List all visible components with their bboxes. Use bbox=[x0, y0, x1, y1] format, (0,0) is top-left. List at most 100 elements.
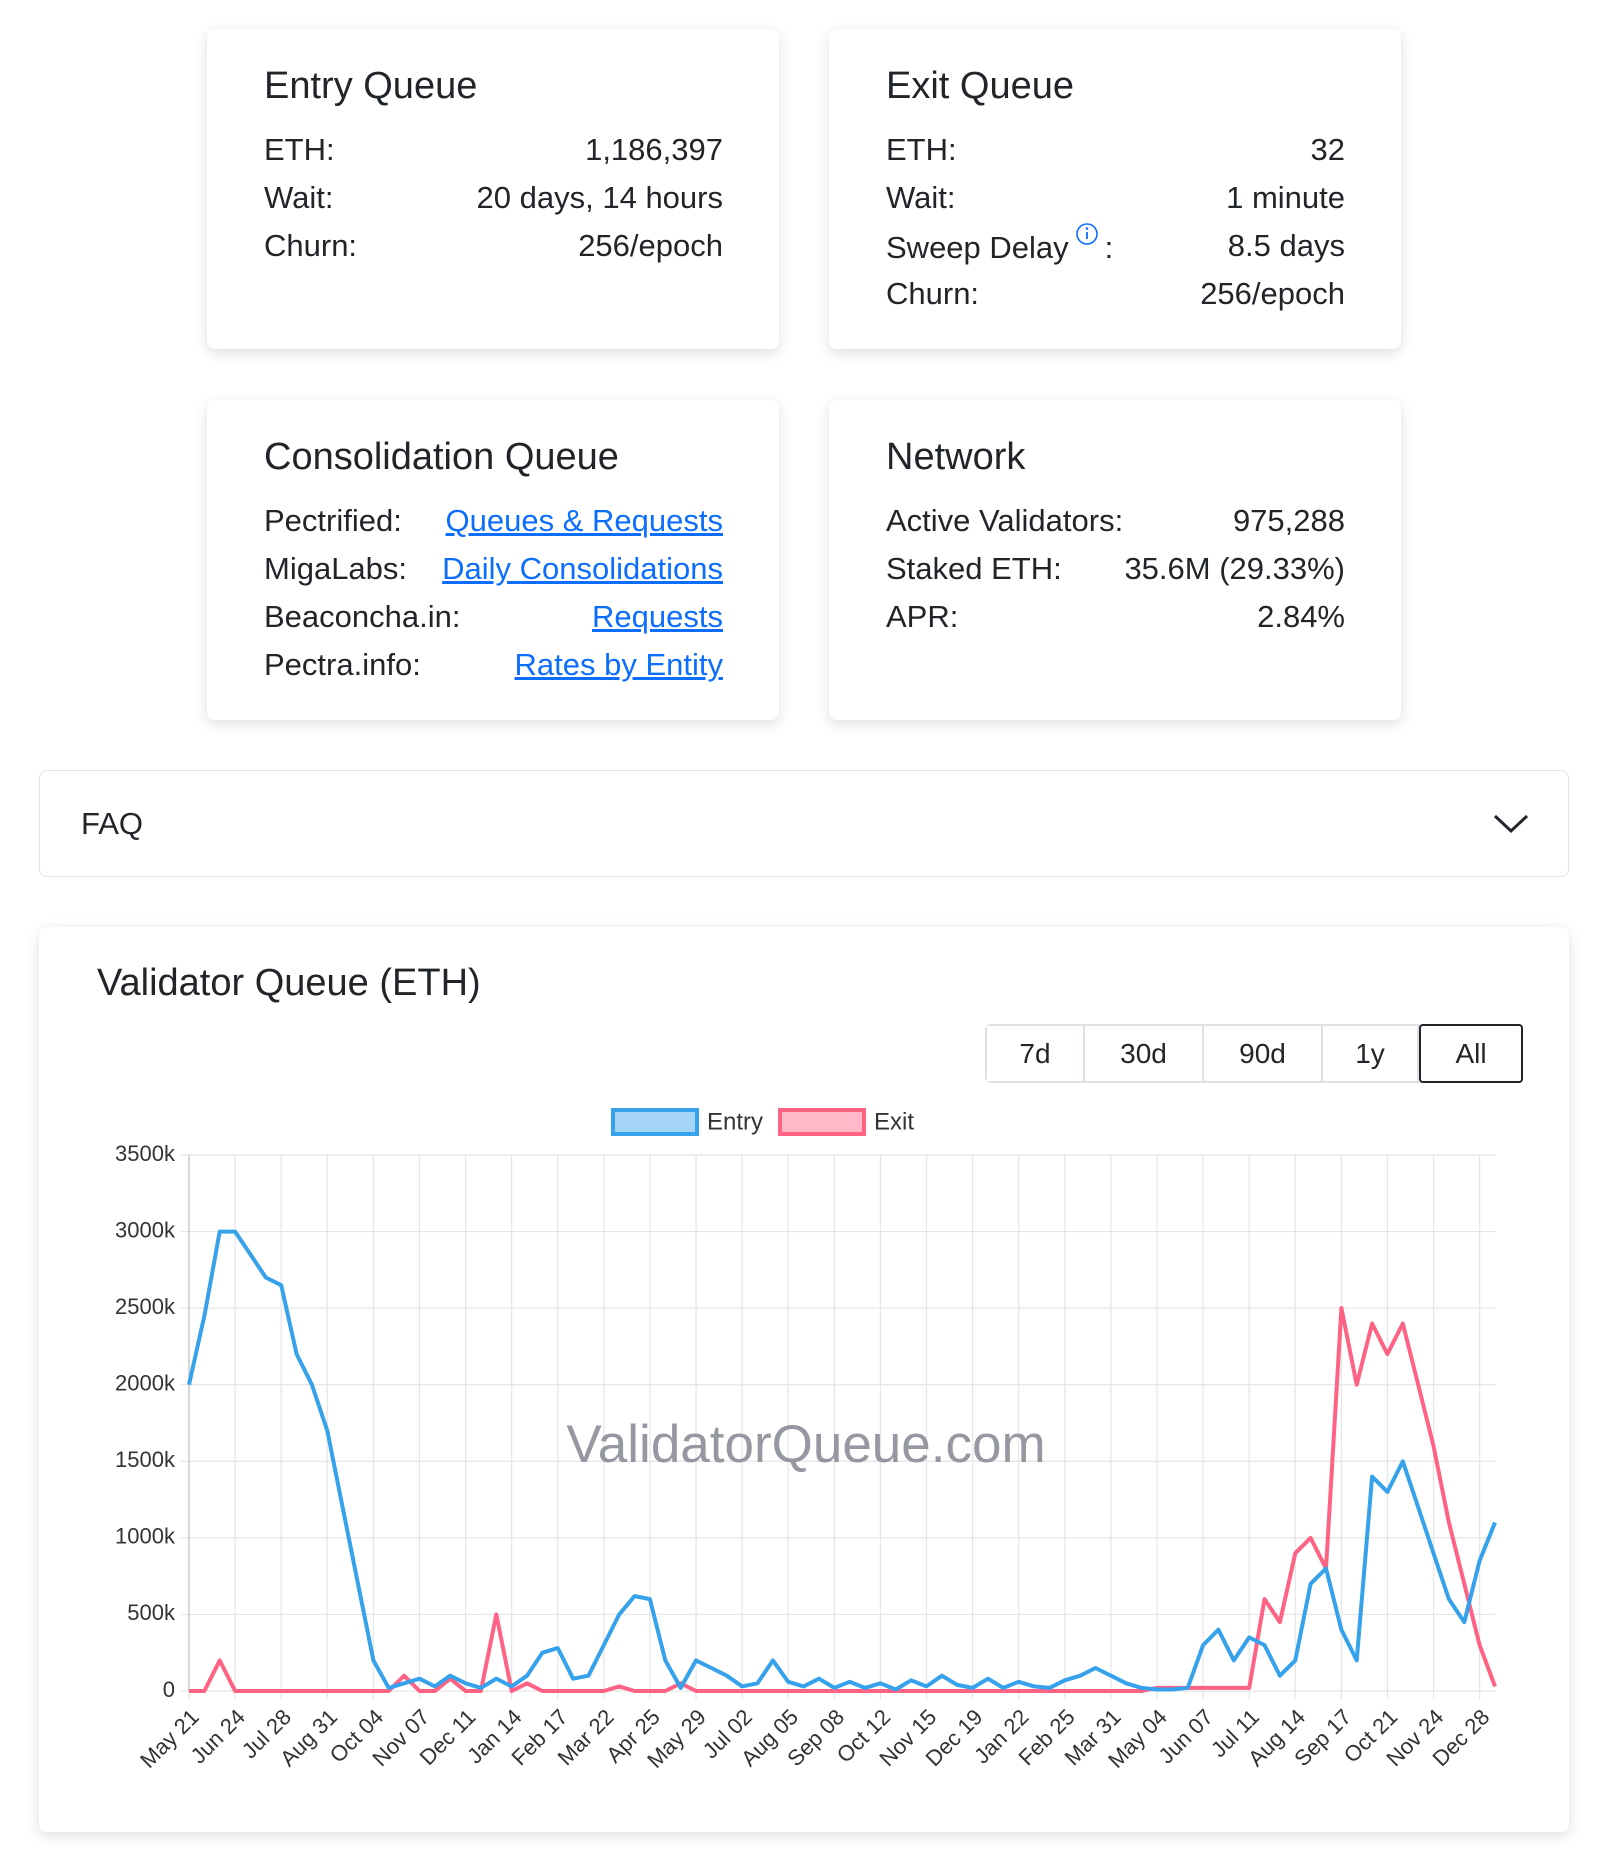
row-value: 35.6M (29.33%) bbox=[1124, 551, 1345, 586]
row-label-group: MigaLabs: bbox=[264, 545, 407, 593]
chevron-icon bbox=[1493, 814, 1529, 834]
row-label-group: Pectrified: bbox=[264, 497, 402, 545]
row-value: 20 days, 14 hours bbox=[476, 180, 723, 215]
y-tick-label: 2000k bbox=[115, 1371, 176, 1396]
range-button[interactable]: 7d bbox=[987, 1026, 1085, 1081]
legend-label: Exit bbox=[874, 1108, 914, 1135]
info-row: Churn: 256/epoch bbox=[264, 222, 723, 270]
row-value: Rates by Entity bbox=[515, 641, 723, 689]
range-button[interactable]: 1y bbox=[1323, 1026, 1419, 1081]
info-row: Beaconcha.in: Requests bbox=[264, 593, 723, 641]
faq-accordion[interactable]: FAQ bbox=[39, 770, 1569, 877]
row-label-group: Staked ETH: bbox=[886, 545, 1062, 593]
row-label-suffix: : bbox=[1104, 230, 1114, 265]
info-row: Staked ETH: 35.6M (29.33%) bbox=[886, 545, 1345, 593]
info-row: ETH: 1,186,397 bbox=[264, 126, 723, 174]
row-label: Active Validators: bbox=[886, 503, 1124, 538]
y-tick-label: 1000k bbox=[115, 1524, 176, 1549]
row-value: 256/epoch bbox=[1200, 276, 1345, 311]
y-tick-label: 1500k bbox=[115, 1447, 176, 1472]
row-label: Churn: bbox=[264, 228, 358, 263]
legend-swatch bbox=[778, 1108, 866, 1136]
y-tick-label: 3000k bbox=[115, 1217, 176, 1242]
row-value: 975,288 bbox=[1232, 503, 1345, 538]
info-row: Pectrified: Queues & Requests bbox=[264, 497, 723, 545]
watermark: ValidatorQueue.com bbox=[566, 1415, 1045, 1474]
legend-swatch bbox=[611, 1108, 699, 1136]
info-row: Sweep Delay: 8.5 days bbox=[886, 222, 1345, 270]
range-button[interactable]: 90d bbox=[1204, 1026, 1323, 1081]
info-row: Wait: 20 days, 14 hours bbox=[264, 174, 723, 222]
row-link[interactable]: Daily Consolidations bbox=[442, 551, 723, 586]
info-row: Pectra.info: Rates by Entity bbox=[264, 641, 723, 689]
row-label: Wait: bbox=[886, 180, 956, 215]
row-value: 32 bbox=[1310, 132, 1345, 167]
row-value: Daily Consolidations bbox=[442, 545, 723, 593]
row-link[interactable]: Rates by Entity bbox=[514, 647, 723, 682]
chart: Validator Queue (ETH) 0 500k 1000k 1500k 200… bbox=[97, 962, 1497, 1773]
row-label-group: APR: bbox=[886, 593, 958, 641]
row-value: Queues & Requests bbox=[446, 497, 723, 545]
info-row: Active Validators: 975,288 bbox=[886, 497, 1345, 545]
row-value: 2.84% bbox=[1257, 599, 1345, 634]
info-row: APR: 2.84% bbox=[886, 593, 1345, 641]
row-link[interactable]: Queues & Requests bbox=[445, 503, 723, 538]
row-label-group: ETH: bbox=[264, 126, 335, 174]
card-title: Consolidation Queue bbox=[264, 436, 619, 478]
series-line bbox=[189, 1306, 1497, 1693]
row-label: Wait: bbox=[264, 180, 334, 215]
row-label: Beaconcha.in: bbox=[264, 599, 461, 634]
row-link[interactable]: Requests bbox=[592, 599, 723, 634]
row-label: APR: bbox=[886, 599, 959, 634]
card-title: Entry Queue bbox=[264, 65, 478, 107]
card-title: Network bbox=[886, 436, 1026, 478]
row-value: 256/epoch bbox=[578, 228, 723, 263]
row-label-group: ETH: bbox=[886, 126, 957, 174]
row-label-group: Wait: bbox=[264, 174, 333, 222]
row-value: Requests bbox=[592, 593, 723, 641]
row-label: Sweep Delay bbox=[886, 230, 1069, 265]
card-title: Exit Queue bbox=[886, 65, 1074, 107]
card: Entry Queue ETH: 1,186,397 Wait: 20 days, 14… bbox=[207, 29, 779, 349]
card: Exit Queue ETH: 32 Wait: 1 minute Sweep Delay… bbox=[829, 29, 1401, 349]
row-value: 1,186,397 bbox=[585, 132, 723, 167]
card: Consolidation Queue Pectrified: Queues & R… bbox=[207, 400, 779, 720]
row-label: Churn: bbox=[886, 276, 980, 311]
row-label: Pectrified: bbox=[264, 503, 402, 538]
y-tick-label: 0 bbox=[163, 1677, 175, 1702]
range-button[interactable]: 30d bbox=[1085, 1026, 1204, 1081]
card: Network Active Validators: 975,288 Staked E… bbox=[829, 400, 1401, 720]
row-label: ETH: bbox=[264, 132, 335, 167]
y-tick-label: 3500k bbox=[115, 1141, 176, 1166]
info-row: MigaLabs: Daily Consolidations bbox=[264, 545, 723, 593]
y-tick-label: 2500k bbox=[115, 1294, 176, 1319]
info-row: ETH: 32 bbox=[886, 126, 1345, 174]
info-row: Wait: 1 minute bbox=[886, 174, 1345, 222]
x-tick-label: May 21 bbox=[135, 1704, 204, 1773]
range-selector: 7d 30d 90d 1y All bbox=[985, 1024, 1523, 1083]
faq-title: FAQ bbox=[81, 806, 144, 841]
row-label-group: Pectra.info: bbox=[264, 641, 421, 689]
row-label: ETH: bbox=[886, 132, 957, 167]
row-label: MigaLabs: bbox=[264, 551, 408, 586]
row-label-group: Wait: bbox=[886, 174, 955, 222]
row-label-group: Churn: bbox=[264, 222, 357, 270]
chart-card: 7d 30d 90d 1y All Validator Queue (ETH) 0 500… bbox=[39, 927, 1569, 1832]
y-tick-label: 500k bbox=[127, 1600, 176, 1625]
row-label: Staked ETH: bbox=[886, 551, 1062, 586]
row-label-group: Churn: bbox=[886, 270, 979, 318]
row-label-group: Active Validators: bbox=[886, 497, 1123, 545]
chart-title: Validator Queue (ETH) bbox=[97, 962, 481, 1004]
row-label: Pectra.info: bbox=[264, 647, 421, 682]
series-line bbox=[187, 1229, 1497, 1692]
info-icon[interactable] bbox=[1075, 222, 1099, 246]
legend-label: Entry bbox=[707, 1108, 763, 1135]
range-button[interactable]: All bbox=[1419, 1024, 1523, 1083]
info-row: Churn: 256/epoch bbox=[886, 270, 1345, 318]
row-label-group: Beaconcha.in: bbox=[264, 593, 460, 641]
row-value: 8.5 days bbox=[1227, 228, 1345, 263]
row-label-group: Sweep Delay: bbox=[886, 222, 1113, 272]
row-value: 1 minute bbox=[1226, 180, 1345, 215]
